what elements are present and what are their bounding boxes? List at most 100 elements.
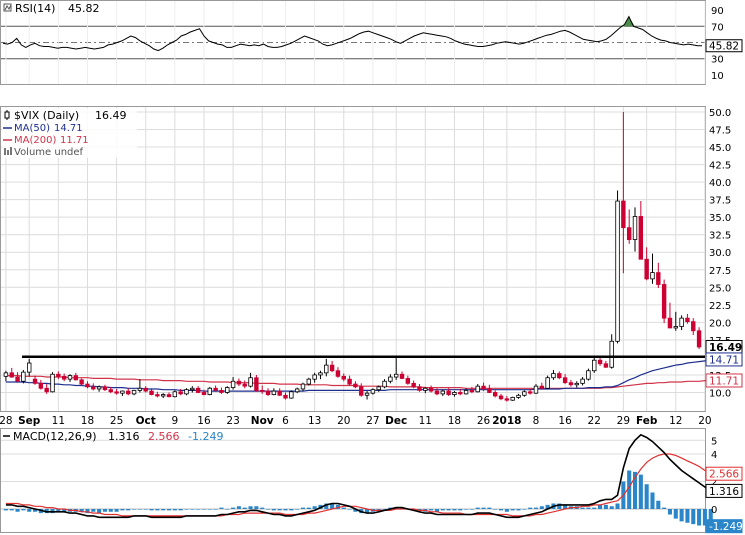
candle-body — [562, 377, 568, 384]
candle — [574, 381, 579, 388]
macd-value-tags: 2.566 1.316 -1.249 — [705, 466, 743, 534]
candle — [108, 386, 113, 394]
macd-histogram-bar — [697, 509, 702, 526]
price-tag-red: 11.71 — [705, 373, 743, 388]
candle-body — [67, 375, 73, 380]
macd-histogram-bar — [632, 471, 638, 509]
macd-histogram-bar — [504, 509, 509, 512]
ma200-legend-value: 11.71 — [60, 135, 89, 146]
candle-body — [498, 395, 504, 400]
macd-histogram-bar — [592, 507, 597, 509]
macd-histogram-bar — [464, 509, 469, 510]
candle — [21, 370, 26, 384]
candle — [178, 388, 183, 396]
candle — [9, 367, 14, 378]
macd-histogram-bar — [650, 492, 655, 509]
candle — [96, 385, 102, 392]
candle-body — [184, 389, 189, 395]
macd-histogram-bar — [475, 507, 480, 509]
candle-body — [399, 373, 405, 379]
candle — [219, 387, 224, 394]
vix-legend-label: $VIX (Daily) — [14, 109, 79, 122]
macd-histogram-bar — [15, 509, 20, 512]
price-tick-label: 45.0 — [709, 143, 731, 154]
macd-histogram-bar — [242, 507, 247, 509]
rsi-legend-value: 45.82 — [68, 2, 100, 15]
candle — [137, 379, 143, 393]
macd-histogram-bar — [265, 509, 271, 510]
macd-histogram-bar — [62, 509, 67, 512]
macd-histogram-bar — [638, 474, 643, 509]
candle — [120, 390, 125, 396]
macd-tag-red: 2.566 — [705, 466, 743, 481]
macd-histogram-bar — [132, 509, 137, 510]
candle — [452, 391, 457, 397]
candle — [458, 388, 463, 396]
date-tick-label: 25 — [110, 415, 123, 427]
candle — [533, 384, 539, 394]
candle — [423, 386, 428, 394]
candle-body — [260, 389, 265, 392]
rsi-tick-label: 10 — [711, 71, 724, 82]
macd-histogram-bar — [91, 509, 96, 512]
candle — [300, 382, 306, 392]
candle-body — [551, 373, 556, 379]
rsi-tick-label: 30 — [711, 55, 724, 66]
rsi-panel: 9070503010 RSI(14) 45.82 45.82 — [0, 0, 743, 85]
candle-body — [393, 373, 399, 378]
rsi-legend: RSI(14) 45.82 — [3, 2, 100, 15]
macd-tag-black-box — [705, 483, 743, 498]
candle — [696, 327, 702, 349]
candle — [242, 380, 247, 389]
price-tick-label: 25.0 — [709, 283, 731, 294]
macd-y-axis: 5 4 2 0 — [711, 436, 717, 516]
candle-body — [178, 391, 183, 395]
macd-histogram-bar — [667, 509, 673, 515]
candle — [434, 388, 440, 396]
candle — [149, 388, 154, 396]
candle-body — [254, 377, 259, 391]
candle — [615, 190, 620, 344]
candle — [510, 396, 515, 401]
candle-body — [458, 392, 463, 395]
candle — [516, 393, 521, 399]
macd-histogram-bar — [312, 506, 317, 509]
candle-body — [428, 387, 434, 392]
candle — [347, 375, 352, 386]
candle — [207, 386, 212, 396]
macd-tag-black-text: 1.316 — [709, 486, 739, 498]
macd-histogram-bar — [452, 509, 457, 511]
candle — [324, 358, 329, 377]
macd-line — [5, 433, 712, 519]
candle — [195, 386, 201, 394]
candle-body — [463, 389, 469, 395]
candle — [27, 358, 32, 377]
date-tick-label: 13 — [308, 415, 321, 427]
candle — [91, 383, 96, 391]
rsi-tick-label: 70 — [711, 22, 724, 33]
date-tick-label: 20 — [337, 415, 350, 427]
macd-histogram-bar — [248, 506, 253, 509]
candle-body — [626, 227, 632, 241]
macd-tag-blue-text: -1.249 — [709, 521, 743, 533]
candle-body — [667, 317, 673, 329]
candle-body — [434, 390, 440, 395]
candle-body — [149, 390, 154, 395]
candle-body — [44, 387, 49, 393]
candle-body — [50, 373, 55, 393]
candle-body — [673, 326, 678, 329]
macd-histogram-bar — [300, 507, 306, 509]
date-tick-label: Oct — [136, 415, 156, 427]
macd-histogram-bar — [260, 507, 265, 509]
candle-body — [277, 390, 282, 396]
candle-body — [504, 398, 510, 401]
candle-body — [318, 372, 323, 376]
macd-histogram-bar — [190, 509, 195, 510]
candle — [370, 388, 376, 395]
macd-histogram-bar — [283, 509, 288, 511]
macd-histogram-bar — [429, 509, 434, 511]
candlesticks — [3, 112, 702, 402]
date-tick-label: 9 — [171, 415, 178, 427]
candle — [626, 209, 632, 244]
macd-histogram-bar — [225, 509, 230, 510]
